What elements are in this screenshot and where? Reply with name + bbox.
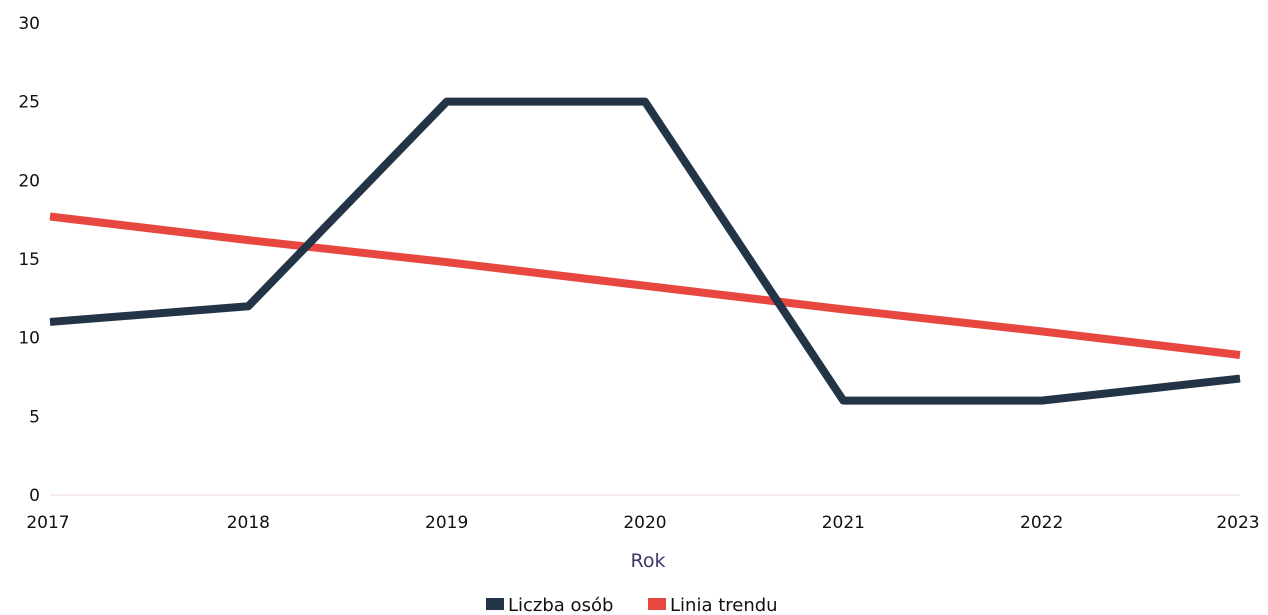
series-layer [49, 97, 1241, 405]
y-tick-label: 10 [18, 329, 40, 349]
x-tick-label: 2020 [623, 513, 666, 533]
y-tick-label: 20 [18, 171, 40, 191]
y-tick-label: 25 [18, 93, 40, 113]
y-axis: 0 5 10 15 20 25 30 [18, 14, 40, 506]
y-tick-label: 30 [18, 14, 40, 34]
legend-label: Linia trendu [670, 595, 778, 615]
x-tick-label: 2018 [227, 513, 270, 533]
series-line-liczba-osob [49, 97, 1241, 405]
x-tick-label: 2019 [425, 513, 468, 533]
x-axis-title: Rok [631, 550, 666, 572]
x-tick-label: 2017 [26, 513, 69, 533]
legend-swatch [486, 598, 504, 610]
x-tick-label: 2023 [1216, 513, 1259, 533]
legend: Liczba osób Linia trendu [486, 595, 778, 615]
x-tick-label: 2021 [822, 513, 865, 533]
legend-swatch [648, 598, 666, 610]
y-tick-label: 5 [29, 407, 40, 427]
x-tick-label: 2022 [1020, 513, 1063, 533]
y-tick-label: 15 [18, 250, 40, 270]
x-axis: 2017 2018 2019 2020 2021 2022 2023 [26, 513, 1259, 533]
y-tick-label: 0 [29, 486, 40, 506]
legend-label: Liczba osób [508, 595, 613, 615]
